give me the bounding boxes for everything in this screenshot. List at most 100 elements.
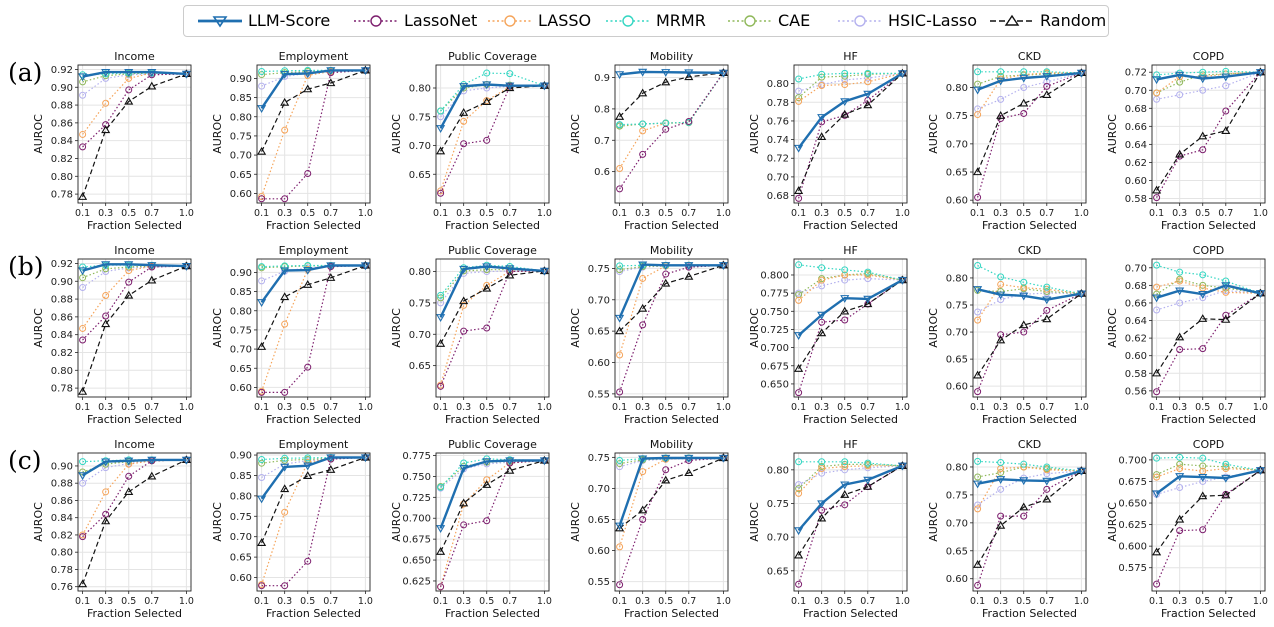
chart-b-hf-frame (793, 258, 908, 398)
chart-c-mobility-series-lassonet-point (662, 466, 670, 474)
chart-b-ckd-series-cae-point (1043, 287, 1051, 295)
legend-item-mrmr[interactable]: MRMR (604, 6, 714, 36)
chart-b-ckd: 0.60 0.65 0.70 0.75 0.80 0.1 0.3 0.5 0.7 1.0 CKD Fr… (927, 244, 1089, 426)
chart-a-hf-ytick-label: 0.74 (767, 135, 789, 146)
chart-b-public-coverage-xtick-label: 0.1 (433, 402, 448, 413)
chart-b-mobility-series-random-line (619, 264, 724, 332)
chart-b-employment-series-cae-line (261, 264, 366, 269)
chart-b-income-series-llm-score-point (124, 261, 134, 270)
chart-a-income-ytick-label: 0.78 (51, 190, 73, 201)
chart-a-employment-ytick-label: 0.70 (230, 151, 252, 162)
legend-label-random: Random (1040, 11, 1107, 30)
legend-item-lassonet[interactable]: LassoNet (352, 6, 477, 36)
chart-a-copd: 0.58 0.60 0.62 0.64 0.66 0.68 0.70 0.72 0.1 0.3 0.… (1106, 50, 1268, 232)
chart-b-copd-xtick-label: 0.3 (1172, 402, 1187, 413)
chart-b-employment-series-lassonet-point (258, 388, 266, 396)
chart-a-mobility-series-mrmr-point (639, 120, 647, 128)
chart-c-income-title: Income (114, 438, 155, 451)
chart-c-copd-series-llm-score-line (1155, 469, 1261, 495)
chart-a-income-frame (77, 64, 192, 204)
chart-a-hf-xtick-label: 1.0 (895, 208, 910, 219)
chart-c-hf-series-cae-point (818, 462, 826, 470)
chart-c-mobility-series-llm-score-point (661, 454, 671, 463)
chart-a-mobility-series-llm-score-point (615, 71, 625, 80)
chart-c-hf-xlabel: Fraction Selected (803, 607, 898, 620)
chart-c-employment-series-llm-score-point (280, 463, 290, 472)
chart-c-mobility-xtick-label: 0.1 (612, 596, 627, 607)
chart-a-public-coverage-series-lasso-line (440, 85, 545, 192)
chart-b-income-series-lassonet-point (79, 336, 87, 344)
chart-c-copd-series-cae-line (1156, 463, 1261, 476)
chart-b-copd: 0.56 0.58 0.60 0.62 0.64 0.66 0.68 0.70 0.1 0.3 0.… (1106, 244, 1268, 426)
chart-a-copd-series-hsic-lasso-line (1156, 71, 1261, 100)
chart-a-ckd-xtick-label: 1.0 (1074, 208, 1089, 219)
legend-item-hsic-lasso[interactable]: HSIC-Lasso (836, 6, 977, 36)
chart-a-ckd-series-random-point (973, 167, 983, 176)
chart-c-income-xtick-label: 0.5 (121, 596, 136, 607)
chart-c-employment-series-lasso-line (261, 456, 366, 585)
chart-b-hf-series-llm-score-point (794, 332, 804, 340)
chart-c-employment-series-llm-score-point (257, 495, 267, 504)
chart-b-mobility-xlabel: Fraction Selected (624, 413, 719, 426)
chart-a-ckd-series-lassonet-point (1020, 109, 1028, 117)
chart-c-ckd-series-hsic-lasso-line (977, 470, 1082, 506)
chart-b-income-ylabel: AUROC (32, 308, 45, 348)
chart-a-employment-series-llm-score-line (260, 69, 366, 109)
chart-a-income-series-hsic-lasso-point (79, 91, 87, 99)
chart-c-ckd-series-random-line (977, 470, 1082, 566)
chart-a-public-coverage-series-random-point (482, 97, 492, 105)
chart-a-ckd-series-hsic-lasso-point (1020, 84, 1028, 92)
chart-a-ckd-series-cae-point (997, 72, 1005, 80)
chart-b-hf-xtick-label: 0.5 (837, 402, 852, 413)
chart-b-hf-series-llm-score-line (797, 279, 903, 337)
chart-a-employment-ylabel: AUROC (211, 114, 224, 154)
chart-a-income-series-lasso-point (79, 130, 87, 138)
chart-b-hf-series-random-point (840, 306, 850, 315)
chart-c-hf: 0.65 0.70 0.75 0.80 0.1 0.3 0.5 0.7 1.0 HF Fractio… (748, 438, 910, 620)
chart-c-ckd-xtick-label: 0.5 (1016, 596, 1031, 607)
chart-a-ckd-series-hsic-lasso-line (977, 72, 1082, 110)
chart-b-hf-ytick-label: 0.675 (760, 361, 789, 372)
chart-a-income-ytick-label: 0.80 (51, 172, 73, 183)
chart-a-hf-series-lassonet-point (795, 194, 803, 202)
chart-c-ckd-title: CKD (1018, 438, 1041, 451)
chart-a-public-coverage-series-lasso-point (437, 187, 445, 195)
chart-b-ckd-series-lasso-point (1043, 285, 1051, 293)
chart-c-mobility-xtick-label: 0.3 (635, 596, 650, 607)
chart-c-copd-xtick-label: 0.1 (1149, 596, 1164, 607)
legend-item-lasso[interactable]: LASSO (486, 6, 596, 36)
chart-b-income-ytick-label: 0.84 (51, 330, 73, 341)
chart-b-employment-ytick-label: 0.75 (230, 325, 252, 336)
chart-b-ckd-series-lassonet-point (1020, 328, 1028, 336)
chart-c-income-xtick-label: 0.1 (75, 596, 90, 607)
chart-c-hf-ytick-label: 0.70 (767, 533, 789, 544)
chart-c-employment: 0.60 0.65 0.70 0.75 0.80 0.85 0.90 0.1 0.3 0.5 0.7… (211, 438, 373, 620)
chart-b-public-coverage-xtick-label: 0.3 (456, 402, 471, 413)
chart-a-hf-series-mrmr-point (795, 75, 803, 83)
chart-a-mobility-series-lassonet-line (619, 72, 724, 190)
chart-b-ckd-series-llm-score-point (973, 286, 983, 295)
chart-a-ckd-series-random-line (977, 72, 1082, 173)
chart-c-income-series-random-point (147, 471, 157, 480)
chart-b-copd-series-mrmr-point (1199, 271, 1207, 279)
chart-c-ckd-series-mrmr-point (997, 458, 1005, 466)
chart-b-employment-series-random-point (303, 279, 313, 288)
chart-a-copd-series-llm-score-line (1156, 71, 1261, 81)
chart-b-mobility-series-random-point (638, 303, 648, 312)
chart-a-employment-ytick-label: 0.85 (230, 93, 252, 104)
chart-a-hf-xlabel: Fraction Selected (803, 219, 898, 232)
legend-item-llm-score[interactable]: LLM-Score (196, 6, 336, 36)
chart-c-ckd-series-llm-score-point (1076, 467, 1086, 476)
legend-item-cae[interactable]: CAE (726, 6, 826, 36)
chart-c-copd-series-random-line (1156, 469, 1261, 553)
chart-b-hf-xtick-label: 0.3 (814, 402, 829, 413)
legend-item-random[interactable]: Random (988, 6, 1106, 36)
chart-b-mobility-series-cae-point (616, 266, 624, 274)
chart-a-income-series-llm-score-point (147, 68, 157, 77)
chart-c-public-coverage-series-lassonet-line (440, 459, 545, 588)
chart-b-hf-ytick-label: 0.725 (760, 325, 789, 336)
chart-c-employment-series-random-line (261, 456, 366, 544)
chart-b-ckd-xtick-label: 0.3 (993, 402, 1008, 413)
chart-c-public-coverage-series-llm-score-point (505, 457, 515, 466)
chart-c-hf-series-mrmr-point (818, 458, 826, 466)
